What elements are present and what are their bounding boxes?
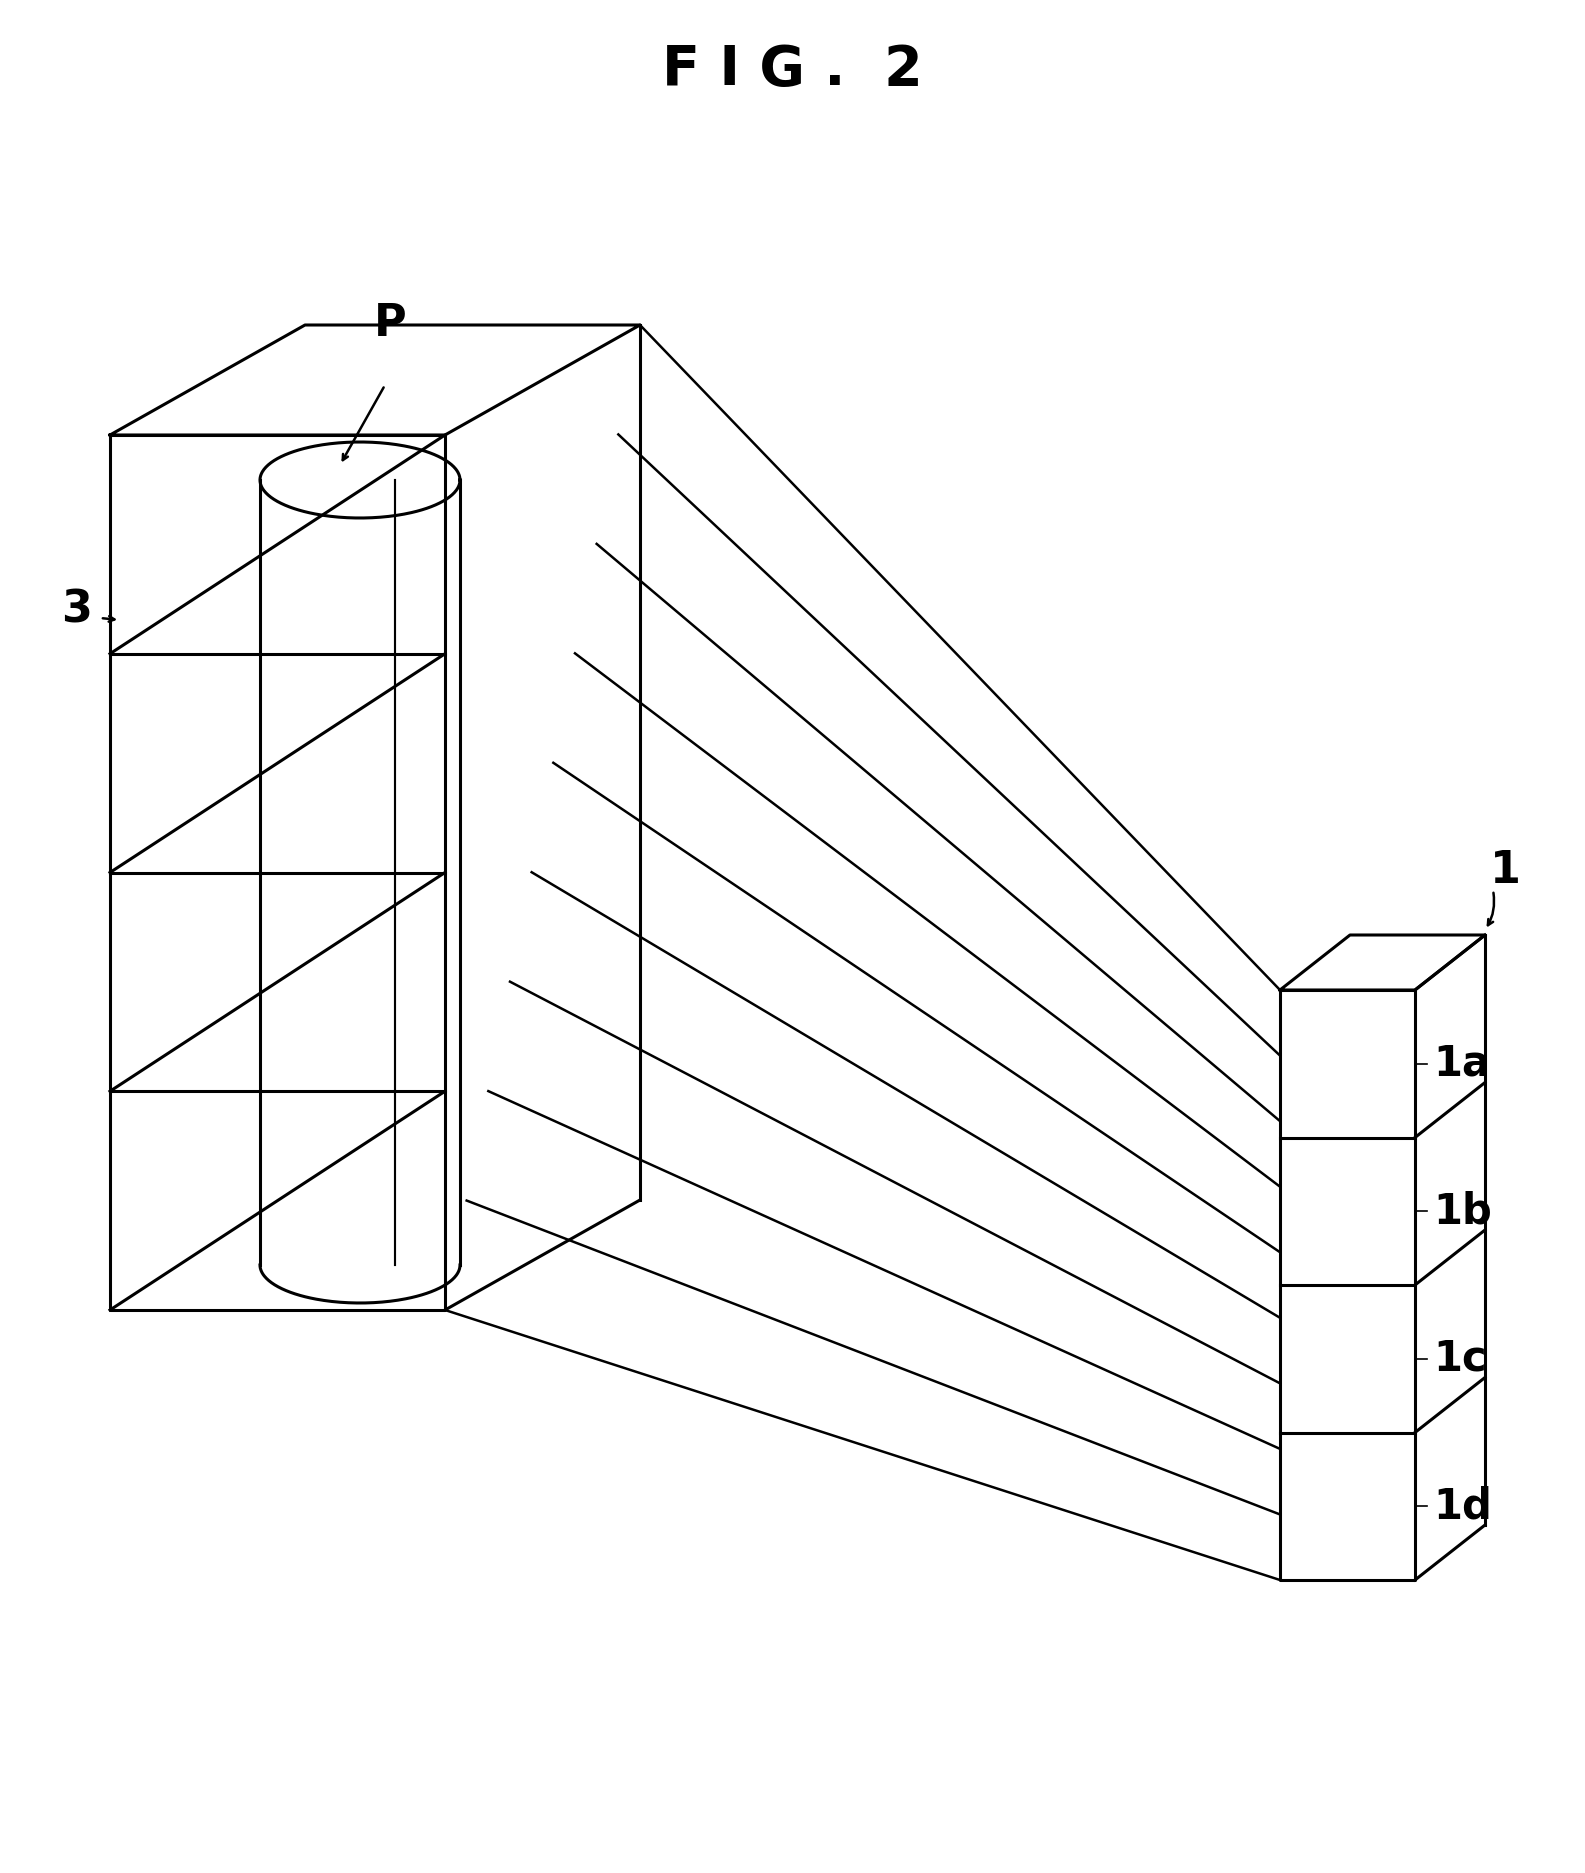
Text: 1: 1 [1490, 848, 1522, 892]
Text: 1b: 1b [1433, 1189, 1491, 1232]
Text: 1a: 1a [1433, 1043, 1490, 1084]
Text: 1c: 1c [1433, 1337, 1487, 1380]
Text: 3: 3 [62, 588, 92, 631]
Text: F I G .  2: F I G . 2 [661, 43, 922, 97]
Text: 1d: 1d [1433, 1485, 1491, 1526]
Text: P: P [374, 302, 406, 345]
